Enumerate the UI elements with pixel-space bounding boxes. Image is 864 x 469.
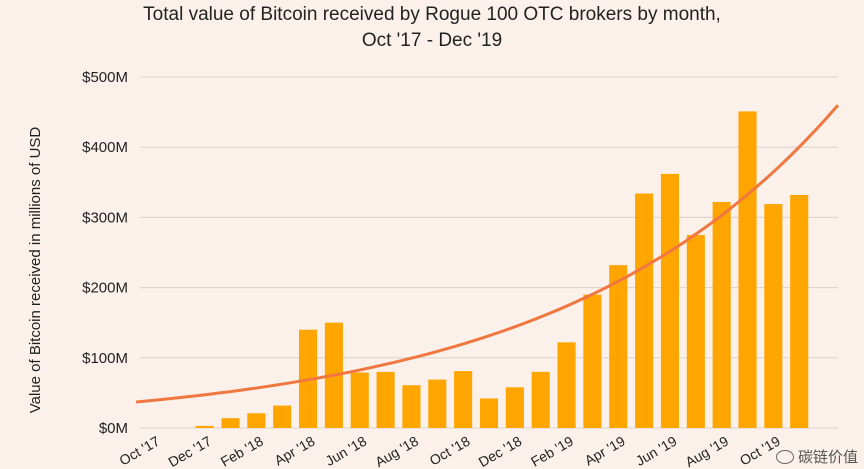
y-axis: $0M $100M $200M $300M $400M $500M <box>82 69 128 437</box>
x-tick-label: Oct '18 <box>427 433 473 469</box>
x-tick-label: Apr '19 <box>582 433 628 469</box>
bar <box>660 173 680 428</box>
x-tick-label: Jun '18 <box>323 433 370 469</box>
chart-title: Total value of Bitcoin received by Rogue… <box>0 2 864 54</box>
x-tick-label: Feb '18 <box>218 433 266 469</box>
bar <box>635 193 654 428</box>
bar <box>402 385 421 428</box>
y-tick-label: $300M <box>82 209 128 226</box>
grid-lines <box>140 76 838 429</box>
x-tick-label: Dec '17 <box>165 433 214 469</box>
trendline <box>135 104 840 404</box>
bar <box>790 194 809 428</box>
bar <box>350 372 369 428</box>
wechat-icon <box>775 449 794 464</box>
bars <box>195 111 809 428</box>
bar <box>686 234 705 428</box>
bar <box>738 111 757 428</box>
bar <box>428 379 447 428</box>
watermark: 碳链价值 <box>775 446 858 467</box>
x-tick-label: Jun '19 <box>633 433 680 469</box>
y-tick-label: $500M <box>82 69 128 86</box>
bar <box>557 342 576 428</box>
y-tick-label: $400M <box>82 139 128 156</box>
bar <box>376 371 395 428</box>
y-tick-label: $100M <box>82 350 128 367</box>
bar <box>454 371 473 428</box>
x-tick-label: Aug '19 <box>682 433 731 469</box>
bar <box>531 371 550 428</box>
bar <box>764 204 783 428</box>
bar <box>273 405 292 428</box>
x-axis: Oct '17 Dec '17 Feb '18 Apr '18 Jun '18 Aug '… <box>116 433 783 469</box>
x-tick-label: Oct '17 <box>116 433 162 469</box>
bar <box>247 413 266 428</box>
bar <box>609 265 628 428</box>
y-tick-label: $200M <box>82 280 128 297</box>
bar <box>712 201 731 428</box>
x-tick-label: Apr '18 <box>271 433 317 469</box>
x-tick-label: Feb '19 <box>528 433 576 469</box>
watermark-text: 碳链价值 <box>797 449 858 466</box>
chart-title-line2: Oct '17 - Dec '19 <box>361 30 503 51</box>
bar <box>195 425 214 428</box>
y-axis-label: Value of Bitcoin received in millions of… <box>27 127 44 414</box>
trend-line <box>135 104 840 404</box>
bar <box>479 398 499 428</box>
x-tick-label: Aug '18 <box>372 433 421 469</box>
chart-title-line1: Total value of Bitcoin received by Rogue… <box>143 4 721 25</box>
bar <box>583 294 602 428</box>
bar <box>505 387 524 428</box>
x-tick-label: Dec '18 <box>476 433 525 469</box>
y-tick-label: $0M <box>99 420 128 437</box>
bar <box>221 418 240 428</box>
